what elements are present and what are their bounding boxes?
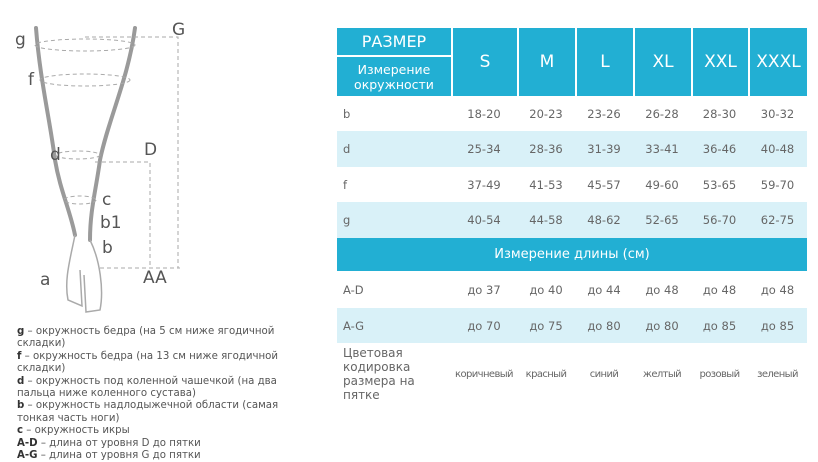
cell-value: 20-23	[529, 106, 563, 121]
size-header: РАЗМЕР	[337, 28, 451, 55]
row-label: b	[343, 106, 351, 121]
cell-value: 49-60	[645, 177, 679, 192]
cell-value: синий	[589, 368, 619, 380]
cell-value: 23-26	[587, 106, 621, 121]
cell-value: 28-30	[702, 106, 737, 121]
cell-value: 40-54	[467, 213, 501, 227]
cell-value: до 40	[529, 282, 563, 297]
cell-value: 62-75	[760, 213, 795, 227]
label-b: b	[102, 238, 113, 258]
cell-value: 33-41	[645, 142, 679, 156]
cell-value: 31-39	[587, 142, 621, 156]
length-header: Измерение длины (см)	[337, 238, 807, 271]
length-row: A-D до 37 до 40 до 44 до 48 до 48 до 48	[337, 272, 807, 307]
cell-value: 37-49	[467, 177, 501, 192]
leg-diagram	[34, 26, 180, 313]
label-a: a	[40, 270, 51, 290]
cell-value: 52-65	[645, 213, 679, 227]
cell-value: желтый	[642, 368, 682, 380]
cell-value: до 80	[587, 318, 621, 333]
label-b1: b1	[100, 213, 122, 233]
row-label: d	[343, 142, 351, 156]
size-XXXL: XXXL	[750, 28, 807, 96]
cell-value: до 70	[467, 318, 501, 333]
label-d: d	[50, 145, 61, 165]
label-AA: AA	[143, 268, 167, 288]
circ-header: Измерение окружности	[337, 57, 451, 96]
color-row: Цветовая кодировка размера на пятке корич…	[337, 343, 807, 405]
circ-row: b 18-20 20-23 23-26 26-28 28-30 30-32	[337, 96, 807, 131]
cell-value: 25-34	[467, 142, 501, 156]
size-XL: XL	[635, 28, 691, 96]
row-label: Цветовая кодировка размера на пятке	[343, 346, 415, 402]
cell-value: до 48	[645, 282, 679, 297]
cell-value: до 37	[467, 282, 501, 297]
cell-value: 36-46	[702, 142, 737, 156]
size-L: L	[577, 28, 633, 96]
label-c: c	[102, 190, 112, 210]
cell-value: 41-53	[529, 177, 563, 192]
row-label: A-G	[343, 318, 365, 333]
size-M: M	[519, 28, 575, 96]
cell-value: коричневый	[455, 368, 514, 380]
cell-value: до 85	[702, 318, 737, 333]
cell-value: до 48	[760, 282, 795, 297]
cell-value: 53-65	[702, 177, 737, 192]
cell-value: до 85	[760, 318, 795, 333]
label-f: f	[28, 70, 34, 90]
circ-row: g 40-54 44-58 48-62 52-65 56-70 62-75	[337, 202, 807, 238]
row-label: A-D	[343, 282, 364, 297]
cell-value: розовый	[699, 368, 741, 380]
cell-value: до 48	[702, 282, 737, 297]
label-G: G	[172, 20, 186, 40]
cell-value: 48-62	[587, 213, 621, 227]
cell-value: 30-32	[760, 106, 795, 121]
cell-value: 44-58	[529, 213, 563, 227]
cell-value: 26-28	[645, 106, 679, 121]
cell-value: зеленый	[757, 368, 798, 380]
label-g: g	[15, 30, 26, 50]
circ-row: d 25-34 28-36 31-39 33-41 36-46 40-48	[337, 131, 807, 167]
size-XXL: XXL	[693, 28, 748, 96]
size-S: S	[453, 28, 517, 96]
length-row: A-G до 70 до 75 до 80 до 80 до 85 до 85	[337, 308, 807, 343]
cell-value: до 75	[529, 318, 563, 333]
cell-value: 40-48	[760, 142, 795, 156]
cell-value: до 44	[587, 282, 621, 297]
row-label: f	[343, 177, 348, 192]
label-D: D	[144, 140, 158, 160]
circ-row: f 37-49 41-53 45-57 49-60 53-65 59-70	[337, 167, 807, 202]
cell-value: 28-36	[529, 142, 563, 156]
row-label: g	[343, 213, 351, 227]
cell-value: до 80	[645, 318, 679, 333]
cell-value: 56-70	[702, 213, 737, 227]
cell-value: 18-20	[467, 106, 501, 121]
legend: g – окружность бедра (на 5 см ниже ягоди…	[17, 326, 279, 462]
cell-value: 59-70	[760, 177, 795, 192]
cell-value: 45-57	[587, 177, 621, 192]
cell-value: красный	[525, 368, 567, 380]
